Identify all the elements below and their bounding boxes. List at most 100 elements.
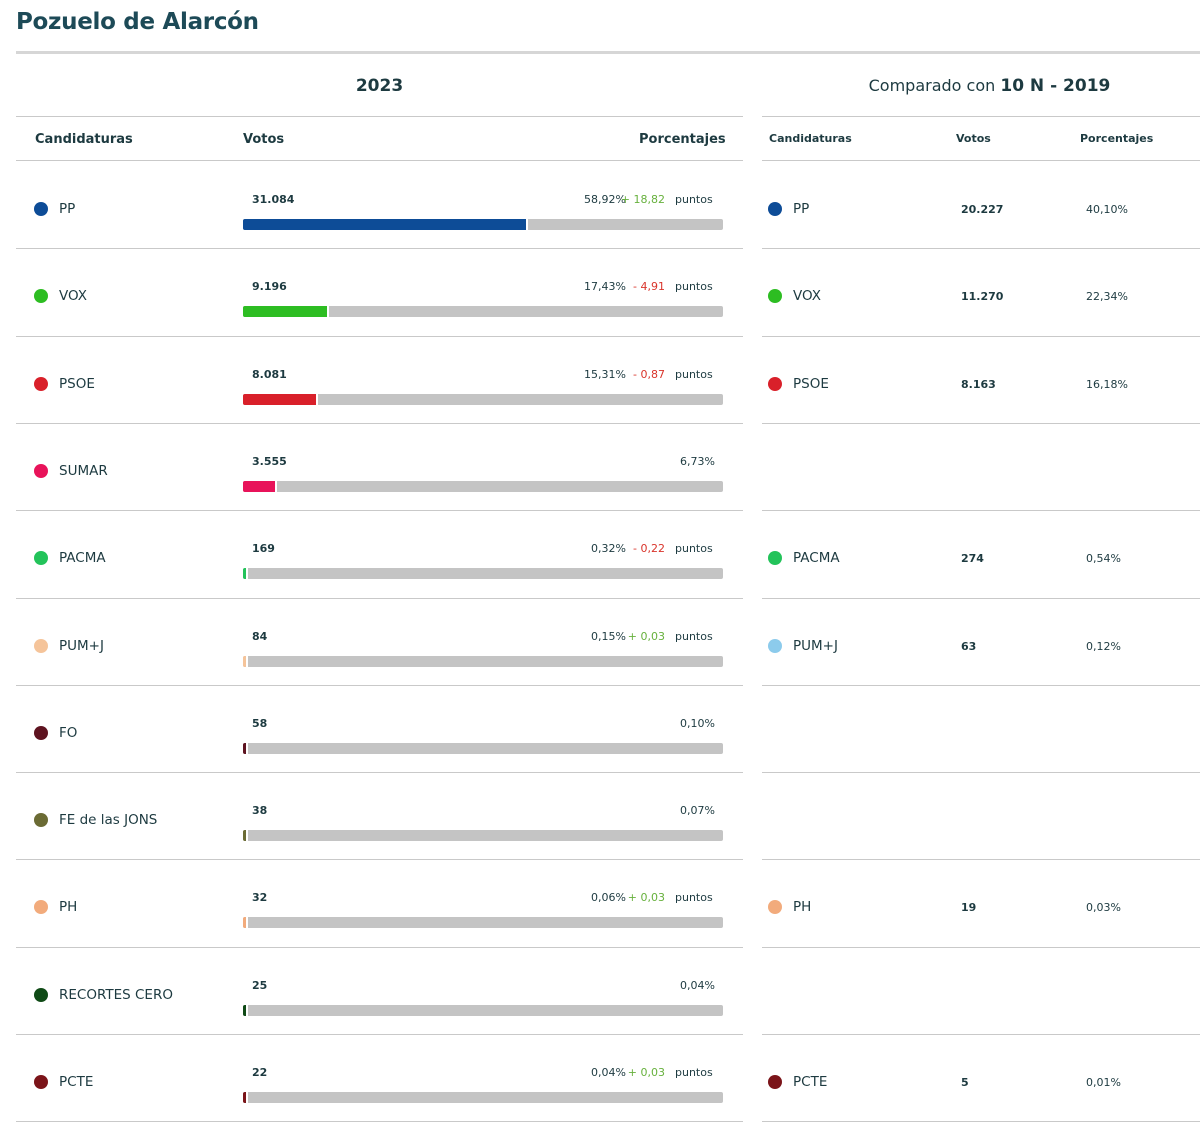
vote-bar-track xyxy=(243,655,723,667)
party-diff: - 4,91 xyxy=(633,280,665,294)
party-percentage-2019: 22,34% xyxy=(1086,290,1128,304)
title-divider xyxy=(16,51,1200,54)
party-name-2019: PH xyxy=(793,899,812,916)
party-color-dot-2019 xyxy=(768,202,782,216)
party-name-2019: PSOE xyxy=(793,375,829,392)
party-votes: 25 xyxy=(252,978,268,992)
party-percentage: 0,07% xyxy=(680,804,715,818)
vote-bar-track xyxy=(243,219,723,230)
party-color-dot-2019 xyxy=(768,551,782,566)
row-divider-right xyxy=(762,597,1200,599)
vote-bar-track xyxy=(243,393,723,405)
party-color-dot xyxy=(34,202,48,216)
party-color-dot-2019 xyxy=(768,376,782,391)
party-percentage-2019: 0,54% xyxy=(1086,552,1121,566)
puntos-label: puntos xyxy=(675,1066,713,1079)
party-percentage-2019: 0,03% xyxy=(1086,901,1121,915)
party-name-2019: PACMA xyxy=(793,550,840,567)
party-color-dot xyxy=(34,638,48,653)
party-percentage: 58,92% xyxy=(584,193,626,206)
vote-bar xyxy=(243,568,248,580)
party-votes: 84 xyxy=(252,629,268,643)
party-diff: + 0,03 xyxy=(627,1066,665,1079)
party-votes: 169 xyxy=(252,542,275,556)
party-votes-2019: 20.227 xyxy=(961,203,1004,216)
vote-bar-track xyxy=(243,1004,723,1016)
vote-bar-track xyxy=(243,830,723,842)
party-name-2019: VOX xyxy=(793,288,822,305)
party-votes: 9.196 xyxy=(252,280,287,294)
party-diff: + 18,82 xyxy=(620,193,665,206)
party-percentage: 0,32% xyxy=(591,542,626,556)
row-divider-left xyxy=(16,1034,743,1035)
party-name: RECORTES CERO xyxy=(59,986,173,1003)
party-name: VOX xyxy=(59,288,88,305)
vote-bar-track xyxy=(243,742,723,754)
header-porcentajes-2019: Porcentajes xyxy=(1080,132,1154,145)
vote-bar xyxy=(243,219,528,230)
party-votes-2019: 8.163 xyxy=(961,377,996,391)
party-votes-2019: 5 xyxy=(961,1076,969,1089)
party-color-dot-2019 xyxy=(768,1075,782,1089)
row-divider-left xyxy=(16,772,743,774)
party-name: PH xyxy=(59,899,78,916)
party-votes: 38 xyxy=(252,804,268,818)
compare-prefix: Comparado con xyxy=(868,76,996,95)
party-percentage: 0,04% xyxy=(680,978,715,992)
party-votes: 22 xyxy=(252,1066,268,1079)
party-votes: 8.081 xyxy=(252,367,287,381)
party-name-2019: PP xyxy=(793,201,810,217)
party-diff: + 0,03 xyxy=(627,629,665,643)
party-color-dot-2019 xyxy=(768,900,782,915)
row-divider-left xyxy=(16,510,743,512)
row-divider-right xyxy=(762,859,1200,861)
party-percentage: 17,43% xyxy=(584,280,626,294)
party-color-dot xyxy=(34,551,48,566)
row-divider-right xyxy=(762,422,1200,424)
row-divider-left xyxy=(16,684,743,686)
party-color-dot xyxy=(34,463,48,478)
row-divider-left xyxy=(16,597,743,599)
party-diff: - 0,87 xyxy=(633,367,665,381)
puntos-label: puntos xyxy=(675,280,713,294)
vote-bar-track xyxy=(243,568,723,580)
vote-bar-track xyxy=(243,480,723,492)
header-bottom-line-left xyxy=(16,160,743,161)
party-color-dot xyxy=(34,376,48,391)
party-color-dot-2019 xyxy=(768,638,782,653)
party-name-2019: PCTE xyxy=(793,1074,828,1090)
vote-bar xyxy=(243,830,248,842)
header-porcentajes: Porcentajes xyxy=(639,132,726,147)
party-percentage: 0,06% xyxy=(591,891,626,905)
header-votos-2019: Votos xyxy=(956,132,991,145)
party-name: PCTE xyxy=(59,1074,94,1090)
party-votes-2019: 19 xyxy=(961,901,977,915)
party-color-dot xyxy=(34,813,48,828)
party-color-dot xyxy=(34,987,48,1002)
puntos-label: puntos xyxy=(675,193,713,206)
vote-bar xyxy=(243,1092,248,1103)
party-percentage: 6,73% xyxy=(680,454,715,468)
row-divider-right xyxy=(762,510,1200,512)
party-name: PUM+J xyxy=(59,637,104,654)
party-votes: 58 xyxy=(252,716,268,730)
party-votes-2019: 63 xyxy=(961,639,977,653)
party-votes-2019: 274 xyxy=(961,552,984,566)
vote-bar-track xyxy=(243,917,723,929)
vote-bar xyxy=(243,917,248,929)
vote-bar xyxy=(243,480,278,492)
puntos-label: puntos xyxy=(675,891,713,905)
header-top-line-left xyxy=(16,116,743,117)
row-divider-left xyxy=(16,335,743,337)
party-percentage-2019: 16,18% xyxy=(1086,377,1128,391)
row-divider-right xyxy=(762,772,1200,774)
header-top-line-right xyxy=(762,116,1200,117)
compare-election: 10 N - 2019 xyxy=(1000,76,1111,96)
party-percentage: 15,31% xyxy=(584,367,626,381)
party-percentage: 0,10% xyxy=(680,716,715,730)
party-diff: - 0,22 xyxy=(633,542,665,556)
row-divider-left xyxy=(16,248,743,250)
row-divider-right xyxy=(762,684,1200,686)
party-votes: 31.084 xyxy=(252,193,295,206)
party-percentage: 0,04% xyxy=(591,1066,626,1079)
